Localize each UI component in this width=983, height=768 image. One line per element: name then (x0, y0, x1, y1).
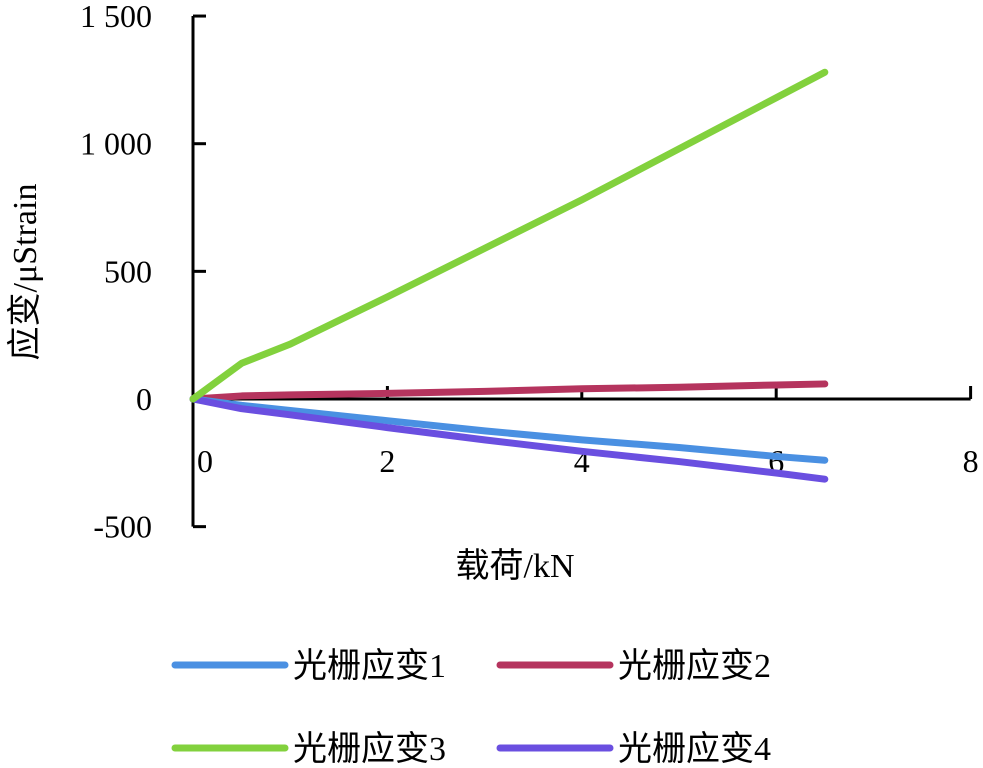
series-line-3 (189, 68, 829, 403)
x-axis-label: 载荷/kN (456, 547, 575, 585)
series-line-2 (189, 380, 829, 403)
series-lines (189, 68, 829, 483)
series-line-4 (189, 395, 829, 483)
legend-label-3: 光栅应变3 (293, 730, 446, 768)
y-tick-label: 0 (136, 381, 152, 417)
legend-label-1: 光栅应变1 (293, 647, 446, 685)
y-tick-label: -500 (93, 509, 152, 545)
x-tick-label: 2 (379, 443, 395, 479)
legend-label-2: 光栅应变2 (618, 647, 771, 685)
y-tick-label: 1 000 (80, 126, 152, 162)
x-tick-label: 0 (197, 443, 213, 479)
series-line-1 (189, 395, 829, 464)
legend: 光栅应变1 光栅应变2 光栅应变3 光栅应变4 (171, 647, 771, 768)
x-tick-label: 8 (963, 443, 979, 479)
y-axis-label: 应变/μStrain (6, 184, 44, 361)
y-tick-label: 1 500 (80, 0, 152, 34)
y-tick-label: 500 (104, 253, 152, 289)
legend-label-4: 光栅应变4 (618, 730, 771, 768)
